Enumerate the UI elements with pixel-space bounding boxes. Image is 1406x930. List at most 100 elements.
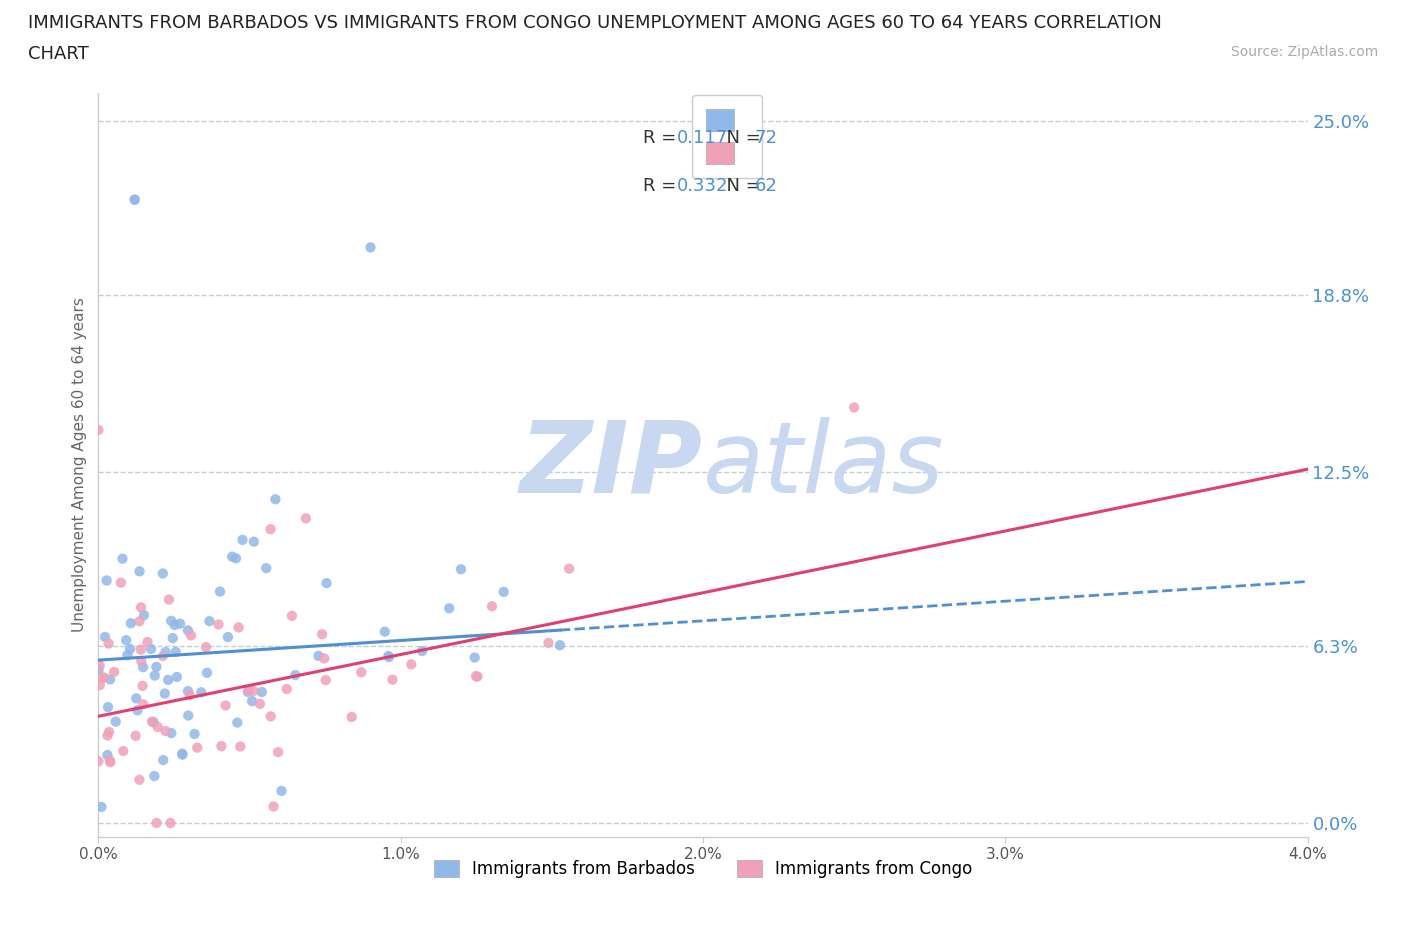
Point <box>96 748 118 763</box>
Point <box>89 658 111 673</box>
Point <box>132 697 155 711</box>
Point <box>96 728 118 743</box>
Point <box>492 584 515 599</box>
Point <box>159 816 181 830</box>
Point <box>124 193 146 207</box>
Point <box>97 699 120 714</box>
Text: atlas: atlas <box>703 417 945 513</box>
Point <box>120 616 142 631</box>
Point <box>249 697 271 711</box>
Point <box>315 576 337 591</box>
Point <box>128 614 150 629</box>
Point <box>548 638 571 653</box>
Point <box>157 672 180 687</box>
Point <box>254 561 277 576</box>
Point <box>172 746 194 761</box>
Point <box>152 752 174 767</box>
Point <box>225 551 247 565</box>
Point <box>165 644 187 659</box>
Point <box>152 566 174 581</box>
Point <box>260 709 283 724</box>
Point <box>295 511 318 525</box>
Point <box>209 584 232 599</box>
Text: 62: 62 <box>755 177 778 195</box>
Point <box>166 670 188 684</box>
Point <box>236 684 259 699</box>
Point <box>243 534 266 549</box>
Point <box>111 551 134 566</box>
Point <box>146 720 169 735</box>
Text: CHART: CHART <box>28 45 89 62</box>
Point <box>160 614 183 629</box>
Point <box>411 644 433 658</box>
Point <box>132 659 155 674</box>
Point <box>143 668 166 683</box>
Legend: Immigrants from Barbados, Immigrants from Congo: Immigrants from Barbados, Immigrants fro… <box>427 853 979 884</box>
Point <box>125 691 148 706</box>
Point <box>94 630 117 644</box>
Point <box>177 623 200 638</box>
Point <box>221 549 243 564</box>
Text: ZIP: ZIP <box>520 417 703 513</box>
Point <box>207 617 229 631</box>
Point <box>378 649 401 664</box>
Point <box>264 492 287 507</box>
Point <box>190 684 212 699</box>
Point <box>259 522 281 537</box>
Point <box>465 669 488 684</box>
Point <box>98 724 121 739</box>
Point <box>110 576 132 591</box>
Point <box>228 620 250 635</box>
Point <box>143 768 166 783</box>
Text: IMMIGRANTS FROM BARBADOS VS IMMIGRANTS FROM CONGO UNEMPLOYMENT AMONG AGES 60 TO : IMMIGRANTS FROM BARBADOS VS IMMIGRANTS F… <box>28 14 1161 32</box>
Point <box>195 640 218 655</box>
Point <box>141 714 163 729</box>
Point <box>163 618 186 632</box>
Text: 0.332: 0.332 <box>676 177 728 195</box>
Point <box>217 630 239 644</box>
Text: N =: N = <box>716 177 766 195</box>
Point <box>91 671 114 685</box>
Point <box>169 617 191 631</box>
Point <box>120 642 142 657</box>
Point <box>195 665 218 680</box>
Point <box>263 799 285 814</box>
Point <box>129 600 152 615</box>
Point <box>136 634 159 649</box>
Point <box>276 682 298 697</box>
Point <box>129 654 152 669</box>
Point <box>467 670 489 684</box>
Point <box>311 627 333 642</box>
Point <box>214 698 236 713</box>
Text: 72: 72 <box>755 128 778 147</box>
Point <box>131 678 153 693</box>
Point <box>124 193 146 207</box>
Point <box>139 642 162 657</box>
Point <box>103 664 125 679</box>
Point <box>226 715 249 730</box>
Text: R =: R = <box>643 177 682 195</box>
Point <box>281 608 304 623</box>
Point <box>93 671 115 685</box>
Point <box>89 678 111 693</box>
Point <box>450 562 472 577</box>
Point <box>284 668 307 683</box>
Point <box>124 728 146 743</box>
Point <box>374 624 396 639</box>
Point <box>240 694 263 709</box>
Text: R =: R = <box>643 128 682 147</box>
Point <box>104 714 127 729</box>
Point <box>377 648 399 663</box>
Point <box>186 740 208 755</box>
Point <box>231 532 253 547</box>
Point <box>401 657 423 671</box>
Point <box>177 708 200 723</box>
Point <box>340 710 363 724</box>
Point <box>172 747 194 762</box>
Point <box>844 400 866 415</box>
Point <box>229 739 252 754</box>
Point <box>267 745 290 760</box>
Text: Source: ZipAtlas.com: Source: ZipAtlas.com <box>1230 45 1378 59</box>
Point <box>128 564 150 578</box>
Point <box>250 684 273 699</box>
